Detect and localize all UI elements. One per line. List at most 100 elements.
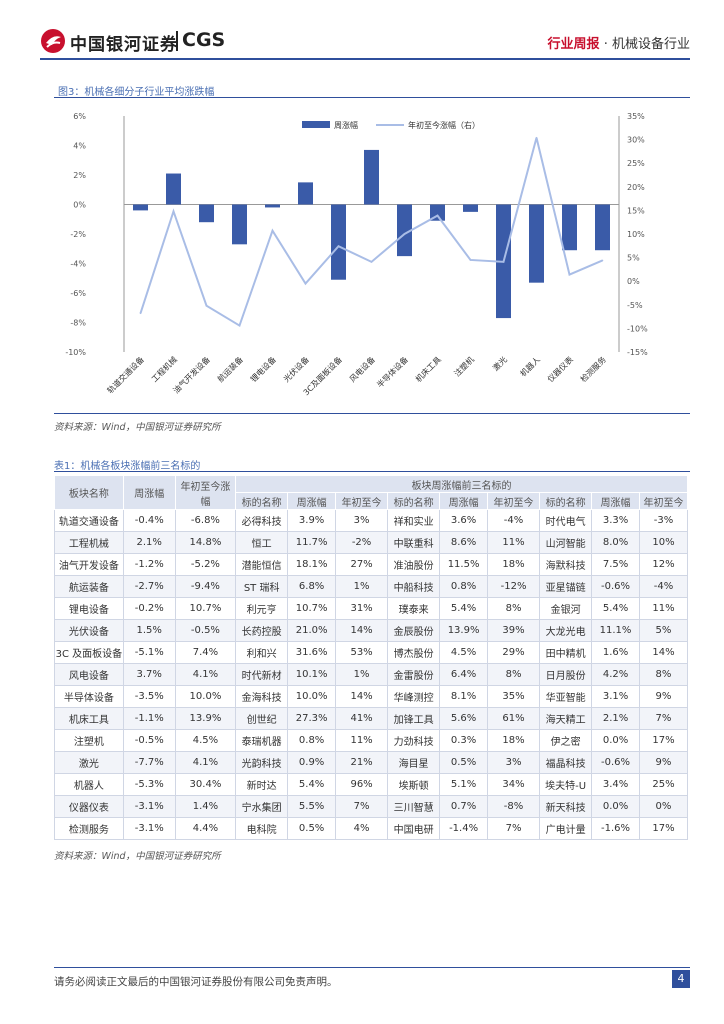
category-label: 风电设备 xyxy=(347,354,377,384)
bar-1 xyxy=(166,173,181,205)
footer-disclaimer: 请务必阅读正文最后的中国银河证券股份有限公司免责声明。 xyxy=(54,976,338,988)
category-label: 半导体设备 xyxy=(375,354,410,389)
table-cell: 5.4% xyxy=(287,773,337,796)
table-title: 表1：机械各板块涨幅前三名标的 xyxy=(54,461,201,472)
table-cell: 8.6% xyxy=(439,531,489,554)
sector-name-cell: 机床工具 xyxy=(54,707,124,730)
company-logo: 中国银河证券 CGS xyxy=(40,28,240,55)
sector-name-cell: 半导体设备 xyxy=(54,685,124,708)
bar-13 xyxy=(562,204,577,251)
table-cell: 0.0% xyxy=(591,729,640,752)
table-header-group-row: 板块名称 周涨幅 年初至今涨幅 板块周涨幅前三名标的 xyxy=(54,475,688,510)
table-cell: 4% xyxy=(335,817,389,840)
table-cell: 11.1% xyxy=(591,619,640,642)
category-label: 锂电设备 xyxy=(248,354,278,384)
table-cell: 14.8% xyxy=(174,531,237,554)
table-cell: 0.8% xyxy=(439,575,489,598)
table-cell: 3.3% xyxy=(591,509,640,532)
col-header: 周涨幅 xyxy=(122,475,176,510)
table-cell: 福晶科技 xyxy=(539,751,593,774)
table-cell: 10.0% xyxy=(287,685,337,708)
table-cell: 10.0% xyxy=(174,685,237,708)
table-cell: 祥和实业 xyxy=(387,509,441,532)
table-cell: 利和兴 xyxy=(235,641,289,664)
category-label: 航运装备 xyxy=(215,354,245,384)
table-cell: 8% xyxy=(487,597,541,620)
table-cell: 0.0% xyxy=(591,795,640,818)
ytd-point-9 xyxy=(436,214,439,217)
table-cell: 准油股份 xyxy=(387,553,441,576)
table-cell: 中船科技 xyxy=(387,575,441,598)
table-cell: 3.4% xyxy=(591,773,640,796)
right-axis-tick-label: 25% xyxy=(627,159,645,168)
table-cell: 17% xyxy=(638,729,689,752)
left-axis-tick-label: -8% xyxy=(70,319,86,328)
left-axis-tick-label: -10% xyxy=(65,348,86,357)
table-cell: 35% xyxy=(487,685,541,708)
table-cell: -0.5% xyxy=(174,619,237,642)
figure-title: 图3：机械各细分子行业平均涨跌幅 xyxy=(58,87,215,98)
table-cell: 10.1% xyxy=(287,663,337,686)
logo-mark-icon xyxy=(41,29,65,53)
table-row: 航运装备 -2.7% -9.4% ST 瑞科 6.8% 1% 中船科技 0.8% -12% 亚星锚… xyxy=(54,575,689,598)
category-label: 注塑机 xyxy=(452,354,476,378)
header-divider xyxy=(40,58,690,60)
bar-10 xyxy=(463,204,478,212)
sector-name-cell: 机器人 xyxy=(54,773,124,796)
left-axis-tick-label: -4% xyxy=(70,260,86,269)
category-label: 轨道交通设备 xyxy=(105,354,146,395)
logo-english-name: CGS xyxy=(182,29,226,51)
table-cell: 中国电研 xyxy=(387,817,441,840)
table-cell: 0.5% xyxy=(287,817,337,840)
table-cell: 5.1% xyxy=(439,773,489,796)
table-cell: 海天精工 xyxy=(539,707,593,730)
table-cell: 5% xyxy=(638,619,689,642)
table-cell: 4.5% xyxy=(439,641,489,664)
table-cell: -0.2% xyxy=(122,597,176,620)
left-axis-tick-label: 2% xyxy=(73,171,86,180)
table-cell: -0.4% xyxy=(122,509,176,532)
table-cell: -1.4% xyxy=(439,817,489,840)
left-axis-tick-label: 0% xyxy=(73,201,86,210)
table-cell: 山河智能 xyxy=(539,531,593,554)
table-cell: 14% xyxy=(335,685,389,708)
table-cell: 27% xyxy=(335,553,389,576)
table-cell: 7% xyxy=(638,707,689,730)
table-row: 注塑机 -0.5% 4.5% 泰瑞机器 0.8% 11% 力劲科技 0.3% 18% 伊之密 0.0… xyxy=(54,729,689,752)
right-axis-tick-label: -5% xyxy=(627,301,643,310)
table-cell: 新天科技 xyxy=(539,795,593,818)
table-cell: 1.5% xyxy=(122,619,176,642)
table-cell: 4.1% xyxy=(174,751,237,774)
right-axis-tick-label: 35% xyxy=(627,112,645,121)
table-cell: 11.5% xyxy=(439,553,489,576)
table-cell: 加锋工具 xyxy=(387,707,441,730)
table-cell: 6.4% xyxy=(439,663,489,686)
legend-line-label: 年初至今涨幅（右） xyxy=(408,120,480,130)
table-cell: 0.7% xyxy=(439,795,489,818)
table-cell: 53% xyxy=(335,641,389,664)
table-cell: -8% xyxy=(487,795,541,818)
table-cell: 必得科技 xyxy=(235,509,289,532)
sector-name-cell: 激光 xyxy=(54,751,124,774)
table-cell: 电科院 xyxy=(235,817,289,840)
table-cell: 力劲科技 xyxy=(387,729,441,752)
table-cell: -12% xyxy=(487,575,541,598)
table-cell: 创世纪 xyxy=(235,707,289,730)
table-cell: -3.1% xyxy=(122,795,176,818)
table-cell: 1% xyxy=(335,575,389,598)
right-axis-tick-label: 15% xyxy=(627,206,645,215)
bar-3 xyxy=(232,204,247,245)
table-cell: 31.6% xyxy=(287,641,337,664)
table-cell: 大龙光电 xyxy=(539,619,593,642)
table-cell: -4% xyxy=(487,509,541,532)
figure-source: 资料来源：Wind，中国银河证券研究所 xyxy=(54,422,221,433)
table-cell: 璞泰来 xyxy=(387,597,441,620)
table-cell: 三川智慧 xyxy=(387,795,441,818)
table-cell: 13.9% xyxy=(174,707,237,730)
bar-12 xyxy=(529,204,544,283)
table-cell: 7.4% xyxy=(174,641,237,664)
table-cell: 34% xyxy=(487,773,541,796)
table-cell: 3% xyxy=(335,509,389,532)
table-cell: 7% xyxy=(335,795,389,818)
table-cell: 伊之密 xyxy=(539,729,593,752)
